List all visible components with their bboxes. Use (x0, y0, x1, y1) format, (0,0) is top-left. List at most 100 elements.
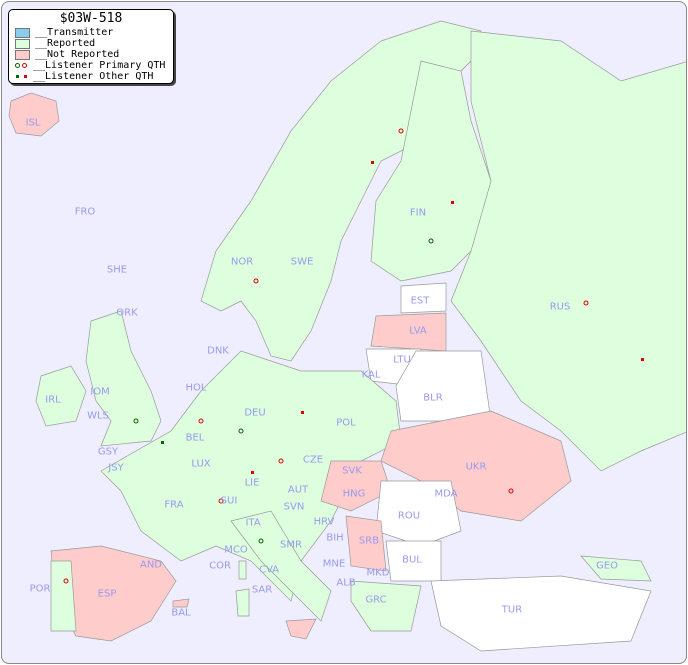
legend-title: $03W-518 (59, 11, 123, 26)
listener-marker (133, 418, 139, 424)
country-est (400, 282, 447, 314)
country-label: DNK (207, 345, 229, 357)
transmitter-swatch (15, 27, 30, 38)
legend-label: __Not Reported (35, 49, 120, 60)
country-label: DEU (244, 407, 266, 419)
country-label: ITA (245, 517, 261, 529)
country-gbr (85, 310, 162, 447)
listener-marker (508, 488, 514, 494)
legend-label: __Listener Primary QTH (33, 60, 166, 71)
legend-item-reported: __Reported (15, 38, 173, 49)
legend-label: __Listener Other QTH (33, 71, 154, 82)
listener-marker (63, 578, 69, 584)
country-label: MKD (366, 567, 390, 579)
country-cor (238, 560, 247, 580)
country-label: IOM (90, 386, 110, 398)
country-nor-swe (200, 20, 482, 362)
country-label: TUR (501, 604, 523, 616)
country-label: BLR (423, 392, 443, 404)
country-ita (230, 510, 332, 622)
country-label: HOL (185, 382, 207, 394)
country-label: POL (336, 417, 356, 429)
listener-marker (161, 441, 164, 444)
reported-swatch (15, 38, 30, 49)
country-hng-svk (320, 460, 392, 512)
country-label: RUS (549, 301, 571, 313)
country-label: SHE (106, 264, 128, 276)
country-label: BAL (171, 607, 191, 619)
country-label: ALB (336, 577, 356, 589)
not-reported-swatch (15, 49, 30, 60)
country-isl (8, 92, 60, 137)
country-irl (35, 365, 87, 427)
country-label: SMR (280, 539, 302, 551)
country-label: ISL (25, 117, 41, 129)
country-label: IRL (45, 394, 61, 406)
legend-item-other-qth: __Listener Other QTH (15, 71, 173, 82)
listener-marker (253, 278, 259, 284)
country-rus (450, 30, 686, 472)
listener-marker (583, 300, 589, 306)
listener-marker (641, 358, 644, 361)
legend-label: __Reported (35, 38, 96, 49)
country-label: CVA (258, 564, 280, 576)
country-label: LTU (393, 354, 411, 366)
country-label: WLS (87, 410, 109, 422)
legend-label: __Transmitter (35, 27, 114, 38)
country-geo (580, 555, 652, 582)
listener-marker (251, 471, 254, 474)
country-label: SWE (290, 256, 314, 268)
country-label: BEL (185, 432, 205, 444)
country-ukr (380, 410, 572, 522)
country-label: ROU (397, 510, 421, 522)
legend-item-transmitter: __Transmitter (15, 27, 173, 38)
country-label: MDA (434, 488, 458, 500)
listener-marker (371, 161, 374, 164)
country-label: ESP (97, 588, 117, 600)
country-label: FRA (164, 499, 184, 511)
country-tur (430, 575, 652, 652)
country-label: SRB (358, 535, 380, 547)
country-label: JSY (108, 462, 124, 474)
country-label: GRC (365, 594, 387, 606)
country-label: COR (209, 560, 231, 572)
filled-square-icon (15, 75, 29, 78)
country-label: POR (29, 583, 51, 595)
listener-marker (301, 411, 304, 414)
country-label: SVK (342, 465, 362, 477)
country-label: FIN (409, 207, 427, 219)
country-sicily (285, 618, 317, 640)
country-por (50, 560, 77, 632)
country-srb (345, 515, 387, 572)
country-label: AUT (287, 484, 309, 496)
country-label: ORK (116, 307, 138, 319)
listener-marker (238, 428, 244, 434)
country-label: GEO (596, 560, 618, 572)
listener-marker (218, 498, 224, 504)
country-label: GSY (97, 446, 119, 458)
listener-markers (63, 128, 644, 584)
country-label: MNE (322, 558, 346, 570)
country-label: SVN (283, 501, 305, 513)
listener-marker (198, 418, 204, 424)
country-label: HNG (342, 488, 366, 500)
country-label: BIH (326, 532, 344, 544)
country-label: HRV (313, 516, 335, 528)
country-grc (350, 580, 422, 632)
open-circle-icon (15, 63, 29, 68)
country-sar (235, 588, 250, 617)
country-fin (370, 60, 492, 282)
country-label: LIE (244, 477, 260, 489)
country-label: AND (139, 559, 163, 571)
listener-marker (451, 201, 454, 204)
country-label: CZE (302, 454, 324, 466)
listener-marker (278, 458, 284, 464)
country-label: FRO (74, 206, 96, 218)
country-label: NOR (230, 256, 254, 268)
listener-marker (258, 538, 264, 544)
country-label: SAR (251, 584, 273, 596)
listener-marker (398, 128, 404, 134)
